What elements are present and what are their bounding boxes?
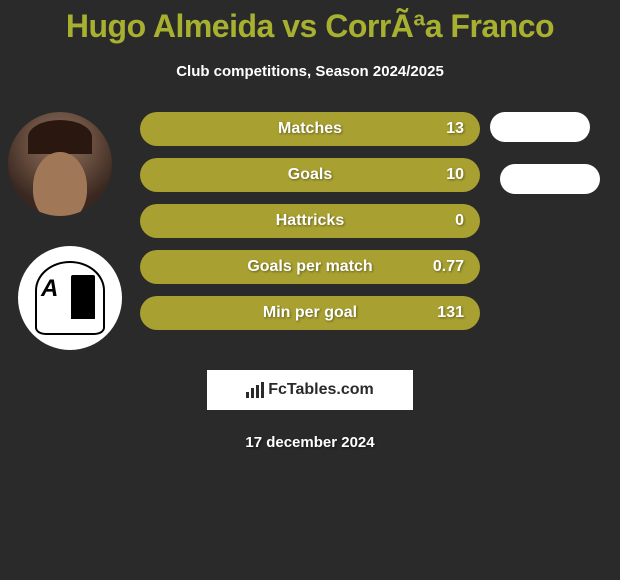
avatar-face [33,152,87,216]
stat-row-hattricks: Hattricks 0 [140,204,480,238]
stat-label: Goals [156,166,464,184]
brand-box[interactable]: FcTables.com [205,368,415,412]
season-subtitle: Club competitions, Season 2024/2025 [0,63,620,80]
comparison-pill-1 [490,112,590,142]
club-badge: A [18,246,122,350]
stat-value: 13 [446,120,464,138]
footer-date: 17 december 2024 [0,434,620,451]
badge-tower [71,275,95,319]
brand-text: FcTables.com [268,381,374,399]
stat-row-goals: Goals 10 [140,158,480,192]
stat-row-min-per-goal: Min per goal 131 [140,296,480,330]
badge-inner: A [35,261,105,335]
stat-row-matches: Matches 13 [140,112,480,146]
badge-letters: A [41,279,58,298]
stat-label: Hattricks [156,212,464,230]
stat-label: Min per goal [156,304,464,322]
stats-container: Matches 13 Goals 10 Hattricks 0 Goals pe… [140,112,480,342]
player-avatar [8,112,112,216]
comparison-title: Hugo Almeida vs CorrÃªa Franco [0,8,620,45]
stat-row-goals-per-match: Goals per match 0.77 [140,250,480,284]
stat-value: 0 [455,212,464,230]
comparison-pill-2 [500,164,600,194]
bar-chart-icon [246,382,264,398]
header: Hugo Almeida vs CorrÃªa Franco Club comp… [0,0,620,80]
content-area: A Matches 13 Goals 10 Hattricks 0 Goals … [0,112,620,352]
stat-value: 10 [446,166,464,184]
stat-label: Matches [156,120,464,138]
stat-label: Goals per match [156,258,464,276]
stat-value: 131 [437,304,464,322]
avatar-hair [28,120,92,154]
stat-value: 0.77 [433,258,464,276]
